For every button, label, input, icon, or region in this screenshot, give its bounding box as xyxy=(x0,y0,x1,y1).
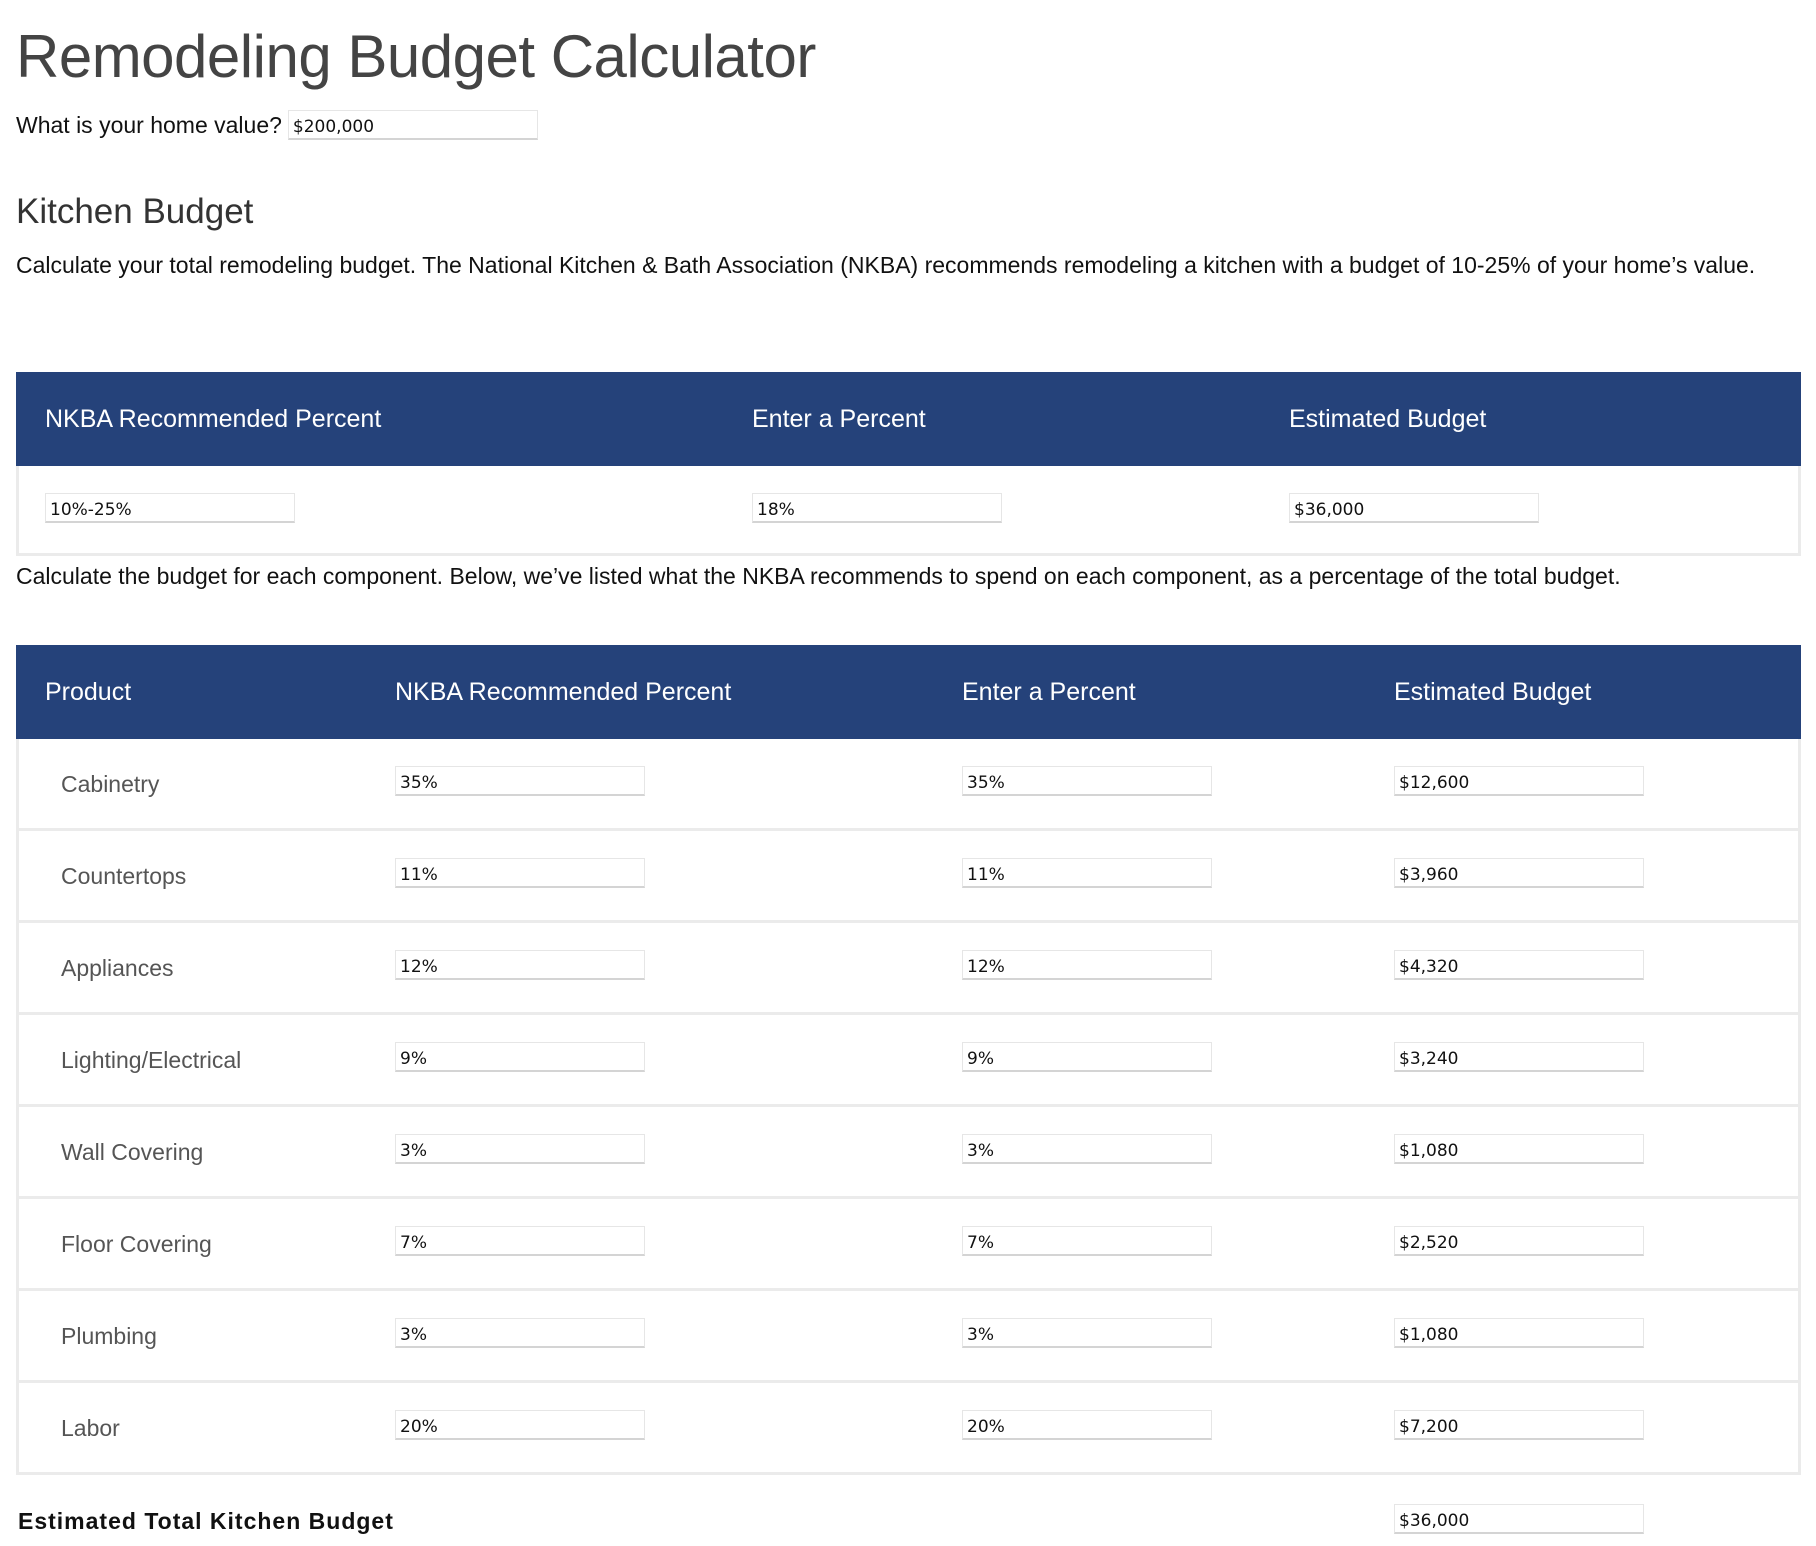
estimated-budget-field[interactable]: $1,080 xyxy=(1394,1134,1644,1164)
enter-percent-input[interactable]: 20% xyxy=(962,1410,1212,1440)
product-name: Lighting/Electrical xyxy=(61,1047,242,1073)
estimated-budget-field[interactable]: $4,320 xyxy=(1394,950,1644,980)
header-product: Product xyxy=(45,678,132,706)
header-estimated-budget: Estimated Budget xyxy=(1394,678,1592,706)
header-recommended: NKBA Recommended Percent xyxy=(45,405,382,433)
summary-table-header: NKBA Recommended Percent Enter a Percent… xyxy=(16,372,1801,466)
home-value-row: What is your home value? $200,000 xyxy=(16,108,538,142)
enter-percent-input[interactable]: 9% xyxy=(962,1042,1212,1072)
product-name: Appliances xyxy=(61,955,174,981)
component-row: Plumbing 3% 3% $1,080 xyxy=(16,1291,1801,1383)
home-value-input[interactable]: $200,000 xyxy=(287,110,538,140)
summary-row: 10%-25% 18% $36,000 xyxy=(16,466,1801,556)
enter-percent-input[interactable]: 3% xyxy=(962,1134,1212,1164)
component-row: Cabinetry 35% 35% $12,600 xyxy=(16,739,1801,831)
recommended-percent-field[interactable]: 11% xyxy=(395,858,645,888)
total-label: Estimated Total Kitchen Budget xyxy=(18,1508,394,1534)
components-table: Product NKBA Recommended Percent Enter a… xyxy=(16,645,1801,1475)
component-row: Appliances 12% 12% $4,320 xyxy=(16,923,1801,1015)
recommended-percent-field[interactable]: 3% xyxy=(395,1134,645,1164)
component-row: Labor 20% 20% $7,200 xyxy=(16,1383,1801,1475)
enter-percent-input[interactable]: 11% xyxy=(962,858,1212,888)
product-name: Floor Covering xyxy=(61,1231,212,1257)
header-recommended: NKBA Recommended Percent xyxy=(395,678,732,706)
components-intro: Calculate the budget for each component.… xyxy=(16,563,1621,589)
header-enter-percent: Enter a Percent xyxy=(962,678,1136,706)
component-row: Floor Covering 7% 7% $2,520 xyxy=(16,1199,1801,1291)
estimated-budget-field[interactable]: $3,960 xyxy=(1394,858,1644,888)
components-table-header: Product NKBA Recommended Percent Enter a… xyxy=(16,645,1801,739)
component-row: Countertops 11% 11% $3,960 xyxy=(16,831,1801,923)
product-name: Wall Covering xyxy=(61,1139,204,1165)
kitchen-budget-heading: Kitchen Budget xyxy=(16,192,254,231)
enter-percent-input[interactable]: 18% xyxy=(752,493,1002,523)
recommended-percent-field[interactable]: 7% xyxy=(395,1226,645,1256)
product-name: Countertops xyxy=(61,863,187,889)
header-enter-percent: Enter a Percent xyxy=(752,405,926,433)
estimated-budget-field[interactable]: $36,000 xyxy=(1289,493,1539,523)
product-name: Cabinetry xyxy=(61,771,160,797)
estimated-budget-field[interactable]: $1,080 xyxy=(1394,1318,1644,1348)
enter-percent-input[interactable]: 12% xyxy=(962,950,1212,980)
total-budget-field[interactable]: $36,000 xyxy=(1394,1504,1644,1534)
estimated-budget-field[interactable]: $3,240 xyxy=(1394,1042,1644,1072)
total-row: Estimated Total Kitchen Budget $36,000 xyxy=(18,1504,1801,1538)
kitchen-intro: Calculate your total remodeling budget. … xyxy=(16,252,1756,278)
recommended-percent-field[interactable]: 12% xyxy=(395,950,645,980)
page-title: Remodeling Budget Calculator xyxy=(16,23,816,90)
estimated-budget-field[interactable]: $12,600 xyxy=(1394,766,1644,796)
recommended-percent-field[interactable]: 9% xyxy=(395,1042,645,1072)
recommended-percent-field[interactable]: 20% xyxy=(395,1410,645,1440)
enter-percent-input[interactable]: 35% xyxy=(962,766,1212,796)
component-row: Wall Covering 3% 3% $1,080 xyxy=(16,1107,1801,1199)
component-row: Lighting/Electrical 9% 9% $3,240 xyxy=(16,1015,1801,1107)
estimated-budget-field[interactable]: $2,520 xyxy=(1394,1226,1644,1256)
summary-table: NKBA Recommended Percent Enter a Percent… xyxy=(16,372,1801,556)
header-estimated-budget: Estimated Budget xyxy=(1289,405,1487,433)
recommended-percent-field[interactable]: 35% xyxy=(395,766,645,796)
estimated-budget-field[interactable]: $7,200 xyxy=(1394,1410,1644,1440)
recommended-percent-field[interactable]: 3% xyxy=(395,1318,645,1348)
recommended-percent-field[interactable]: 10%-25% xyxy=(45,493,295,523)
product-name: Labor xyxy=(61,1415,120,1441)
product-name: Plumbing xyxy=(61,1323,157,1349)
enter-percent-input[interactable]: 7% xyxy=(962,1226,1212,1256)
home-value-label: What is your home value? xyxy=(16,111,282,138)
enter-percent-input[interactable]: 3% xyxy=(962,1318,1212,1348)
